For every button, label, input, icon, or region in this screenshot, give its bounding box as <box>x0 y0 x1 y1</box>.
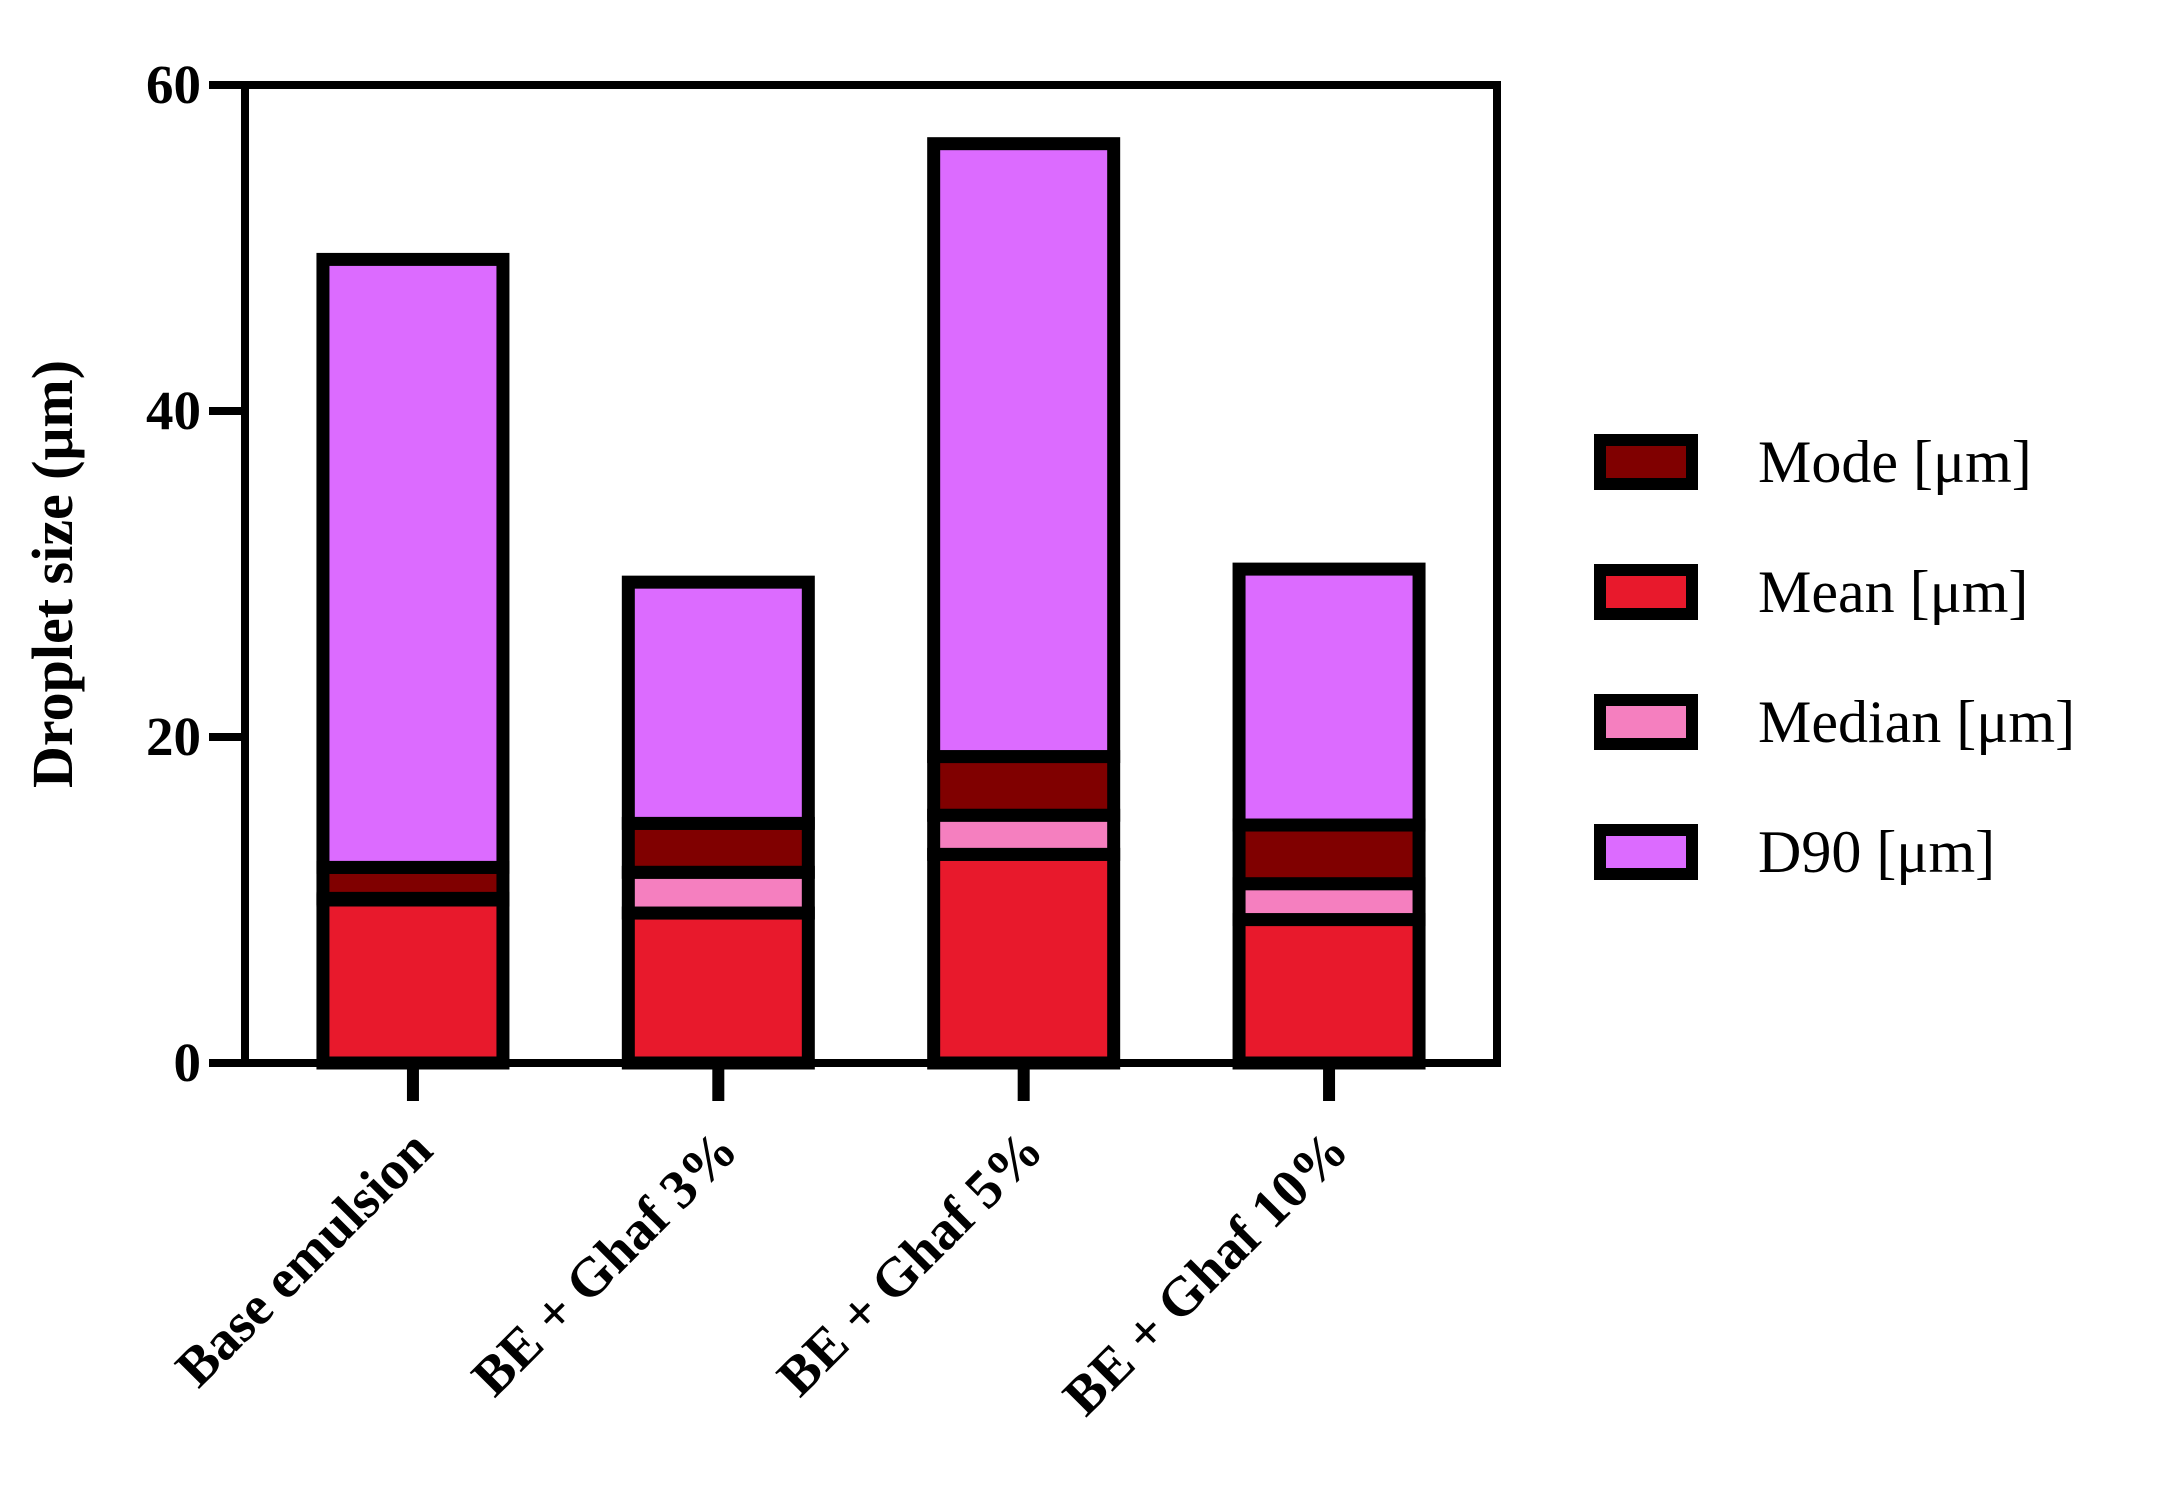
y-tick-label: 40 <box>146 380 201 441</box>
y-ticks-layer: 0 20 40 60 <box>146 54 245 1093</box>
legend: Mode [μm] Mean [μm] Median [μm] D90 [μm] <box>1594 429 2075 885</box>
bar-segment-d90-1 <box>316 252 510 874</box>
bar-segment-median-3 <box>927 808 1121 861</box>
bar-segment-mean-2 <box>621 906 815 1070</box>
axes-layer <box>241 81 1501 1101</box>
legend-label: Median [μm] <box>1758 689 2075 755</box>
legend-label: Mean [μm] <box>1758 559 2028 625</box>
bar-segment-d90-3 <box>927 137 1121 764</box>
x-tick-label: Base emulsion <box>164 1118 444 1398</box>
x-tick-labels-layer: Base emulsion BE + Ghaf 3% BE + Ghaf 5%BE … <box>164 1118 1360 1426</box>
legend-label: D90 [μm] <box>1758 819 1995 885</box>
legend-swatch <box>1594 824 1698 880</box>
y-tick-label: 0 <box>174 1032 202 1093</box>
y-tick-label: 60 <box>146 54 201 115</box>
plot-frame <box>241 81 1501 1067</box>
legend-label: Mode [μm] <box>1758 429 2032 495</box>
bar-segment-mode-2 <box>621 816 815 879</box>
bar-segment-mean-3 <box>927 847 1121 1070</box>
y-axis-title: Droplet size (μm) <box>20 360 85 788</box>
bar-segment-d90-2 <box>621 575 815 830</box>
bar-segment-mean-4 <box>1232 913 1426 1070</box>
y-tick-label: 20 <box>146 706 201 767</box>
x-tick-label: BE + Ghaf 3% <box>460 1118 749 1407</box>
bar-segment-mode-4 <box>1232 818 1426 891</box>
legend-swatch <box>1594 694 1698 750</box>
legend-swatch <box>1594 434 1698 490</box>
bar-segment-mode-3 <box>927 750 1121 822</box>
bars-layer <box>316 137 1426 1070</box>
bar-segment-mean-1 <box>316 893 510 1070</box>
legend-swatch <box>1594 564 1698 620</box>
bar-segment-d90-4 <box>1232 562 1426 832</box>
x-tick-label: BE + Ghaf 5% <box>765 1118 1054 1407</box>
x-tick-label: BE + Ghaf 10% <box>1051 1118 1359 1426</box>
